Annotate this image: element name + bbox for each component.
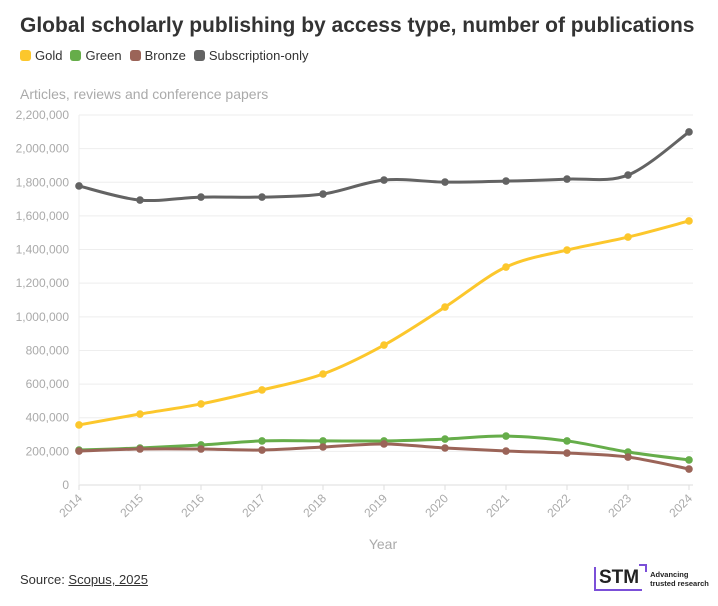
data-point-bronze <box>136 445 144 453</box>
chart-subtitle: Articles, reviews and conference papers <box>20 86 269 102</box>
data-point-gold <box>624 233 632 241</box>
series-line-subscription-only <box>78 130 690 203</box>
data-point-subscription-only <box>136 196 144 204</box>
data-point-subscription-only <box>685 128 693 136</box>
legend: Gold Green Bronze Subscription-only <box>20 48 309 63</box>
data-point-bronze <box>319 443 327 451</box>
data-point-subscription-only <box>502 177 510 185</box>
source-label: Source: <box>20 572 69 587</box>
x-tick-label: 2015 <box>117 491 146 520</box>
x-axis-title: Year <box>369 536 398 552</box>
x-tick-label: 2024 <box>666 491 695 520</box>
legend-swatch <box>193 50 205 61</box>
y-tick-label: 2,000,000 <box>16 142 70 156</box>
legend-item-bronze[interactable]: Bronze <box>129 48 186 63</box>
data-point-bronze <box>441 444 449 452</box>
y-tick-label: 2,200,000 <box>16 108 70 122</box>
data-point-subscription-only <box>380 176 388 184</box>
data-point-green <box>441 435 449 443</box>
data-point-green <box>319 437 327 445</box>
data-point-bronze <box>197 445 205 453</box>
y-tick-label: 400,000 <box>26 411 70 425</box>
legend-swatch <box>20 50 31 61</box>
legend-item-green[interactable]: Green <box>70 48 122 63</box>
data-point-gold <box>441 303 449 311</box>
data-point-bronze <box>75 447 83 455</box>
data-point-gold <box>502 263 510 271</box>
data-point-green <box>258 437 266 445</box>
y-tick-label: 0 <box>62 478 69 492</box>
data-point-gold <box>75 421 83 429</box>
data-point-gold <box>563 246 571 254</box>
legend-item-gold[interactable]: Gold <box>20 48 62 63</box>
x-tick-label: 2023 <box>605 491 634 520</box>
chart-title: Global scholarly publishing by access ty… <box>20 14 695 37</box>
data-point-subscription-only <box>319 190 327 198</box>
legend-swatch <box>129 50 141 61</box>
legend-item-subscription-only[interactable]: Subscription-only <box>193 48 309 63</box>
data-point-subscription-only <box>624 171 632 179</box>
legend-label: Gold <box>35 48 63 63</box>
data-point-subscription-only <box>441 178 449 186</box>
data-point-gold <box>380 341 388 349</box>
y-tick-label: 1,000,000 <box>16 310 70 324</box>
y-tick-label: 1,400,000 <box>16 243 70 257</box>
logo-mark: STM <box>594 564 648 591</box>
logo-tagline: Advancing trusted research <box>650 570 709 588</box>
data-point-gold <box>685 217 693 225</box>
data-point-subscription-only <box>75 182 83 190</box>
legend-label: Bronze <box>144 48 186 63</box>
data-point-bronze <box>380 440 388 448</box>
source-link[interactable]: Scopus, 2025 <box>68 572 148 587</box>
x-tick-label: 2021 <box>483 491 512 520</box>
legend-label: Green <box>85 48 122 63</box>
legend-swatch <box>70 50 82 61</box>
x-tick-label: 2018 <box>300 491 329 520</box>
source-note: Source: Scopus, 2025 <box>20 572 148 587</box>
y-tick-label: 600,000 <box>26 377 70 391</box>
data-point-bronze <box>563 449 571 457</box>
data-point-green <box>563 437 571 445</box>
data-point-gold <box>136 410 144 418</box>
data-point-subscription-only <box>197 193 205 201</box>
data-point-bronze <box>502 447 510 455</box>
data-point-subscription-only <box>258 193 266 201</box>
x-tick-label: 2022 <box>544 491 573 520</box>
data-point-green <box>502 432 510 440</box>
stm-logo: STM Advancing trusted research <box>594 564 710 591</box>
data-point-subscription-only <box>563 175 571 183</box>
data-point-gold <box>319 370 327 378</box>
y-tick-label: 1,800,000 <box>16 175 70 189</box>
y-tick-label: 200,000 <box>26 444 70 458</box>
y-tick-label: 800,000 <box>26 343 70 357</box>
data-point-gold <box>197 400 205 408</box>
y-tick-label: 1,200,000 <box>16 276 70 290</box>
data-point-green <box>685 456 693 464</box>
legend-label: Subscription-only <box>208 48 309 63</box>
x-tick-label: 2016 <box>178 491 207 520</box>
x-tick-label: 2019 <box>361 491 390 520</box>
data-point-bronze <box>258 446 266 454</box>
x-tick-label: 2014 <box>56 491 85 520</box>
data-point-bronze <box>624 453 632 461</box>
series-line-gold <box>78 219 690 427</box>
x-tick-label: 2020 <box>422 491 451 520</box>
x-tick-label: 2017 <box>239 491 268 520</box>
y-tick-label: 1,600,000 <box>16 209 70 223</box>
data-point-bronze <box>685 465 693 473</box>
data-point-gold <box>258 386 266 394</box>
